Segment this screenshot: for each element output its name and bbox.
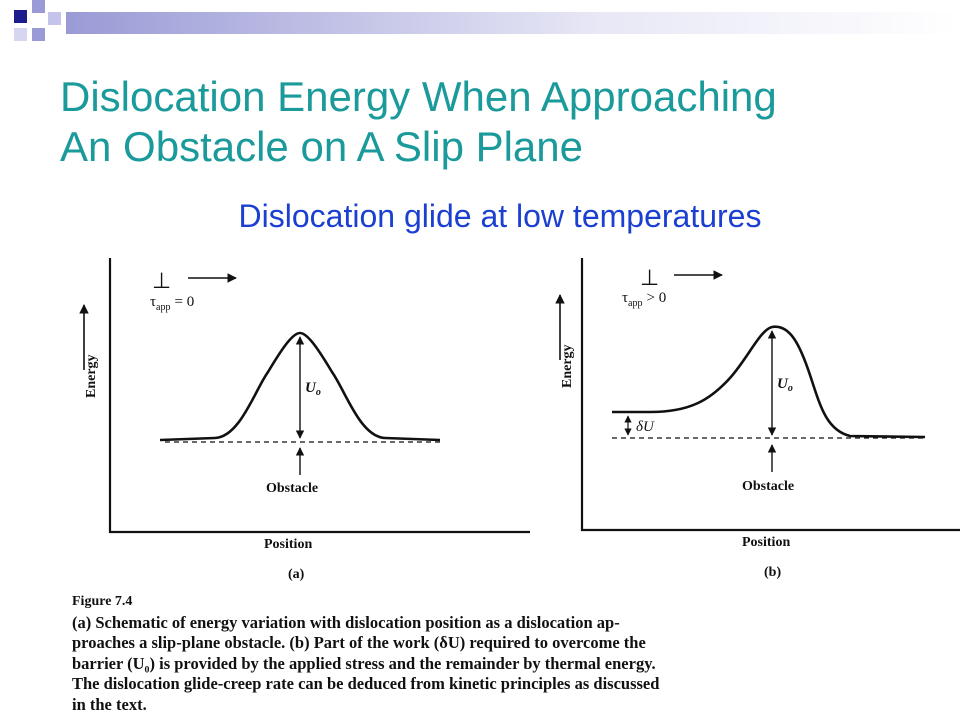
panel-a-axes [108, 258, 530, 534]
caption-line: proaches a slip-plane obstacle. (b) Part… [72, 633, 646, 652]
deco-square-lavender [32, 28, 45, 41]
panel-b-panel-label: (b) [764, 565, 781, 580]
deco-gradient-bar [66, 12, 960, 34]
caption-line: barrier (U₀) is provided by the applied … [72, 653, 656, 673]
deco-square-light [48, 12, 61, 25]
panel-b-energy-curve [612, 325, 926, 439]
corner-decoration [0, 0, 960, 50]
panel-b-axes [580, 258, 960, 532]
title-line-1: Dislocation Energy When Approaching [60, 73, 777, 120]
panel-a: Energy ⊥ τapp = 0 Uo Obstacle Position (a… [79, 258, 530, 582]
caption-line: (a) Schematic of energy variation with d… [72, 612, 620, 632]
panel-a-obstacle-label: Obstacle [266, 481, 318, 496]
panel-a-stress-label: τapp = 0 [150, 294, 194, 313]
figure-caption: Figure 7.4 (a) Schematic of energy varia… [72, 592, 952, 715]
panel-a-dislocation-symbol: ⊥ [152, 268, 171, 293]
panel-b-stress-label: τapp > 0 [622, 290, 666, 309]
slide-subtitle: Dislocation glide at low temperatures [238, 198, 762, 234]
panel-a-panel-label: (a) [288, 567, 305, 582]
panel-b-barrier-label: Uo [777, 376, 793, 394]
figure-number: Figure 7.4 [72, 594, 133, 609]
deco-square-light [14, 28, 27, 41]
panel-a-energy-label: Energy [84, 354, 99, 398]
panel-a-position-label: Position [264, 537, 312, 552]
caption-line: in the text. [72, 694, 147, 714]
slide-title: Dislocation Energy When Approaching An O… [60, 72, 940, 172]
panel-b-delta-label: δU [636, 419, 655, 435]
panel-b: Energy ⊥ τapp > 0 δU Uo Obstacle Position… [555, 258, 960, 580]
panel-a-barrier-label: Uo [305, 380, 321, 398]
panel-b-obstacle-label: Obstacle [742, 479, 794, 494]
panel-a-energy-curve [159, 331, 441, 442]
caption-line: The dislocation glide-creep rate can be … [72, 674, 660, 693]
deco-square-navy [14, 10, 27, 23]
panel-b-position-label: Position [742, 535, 790, 550]
panel-b-dislocation-symbol: ⊥ [640, 265, 659, 290]
figure-diagram: Energy ⊥ τapp = 0 Uo Obstacle Position (a… [79, 258, 960, 582]
deco-square-lavender [32, 0, 45, 13]
panel-b-energy-label: Energy [560, 344, 575, 388]
title-line-2: An Obstacle on A Slip Plane [60, 123, 584, 170]
